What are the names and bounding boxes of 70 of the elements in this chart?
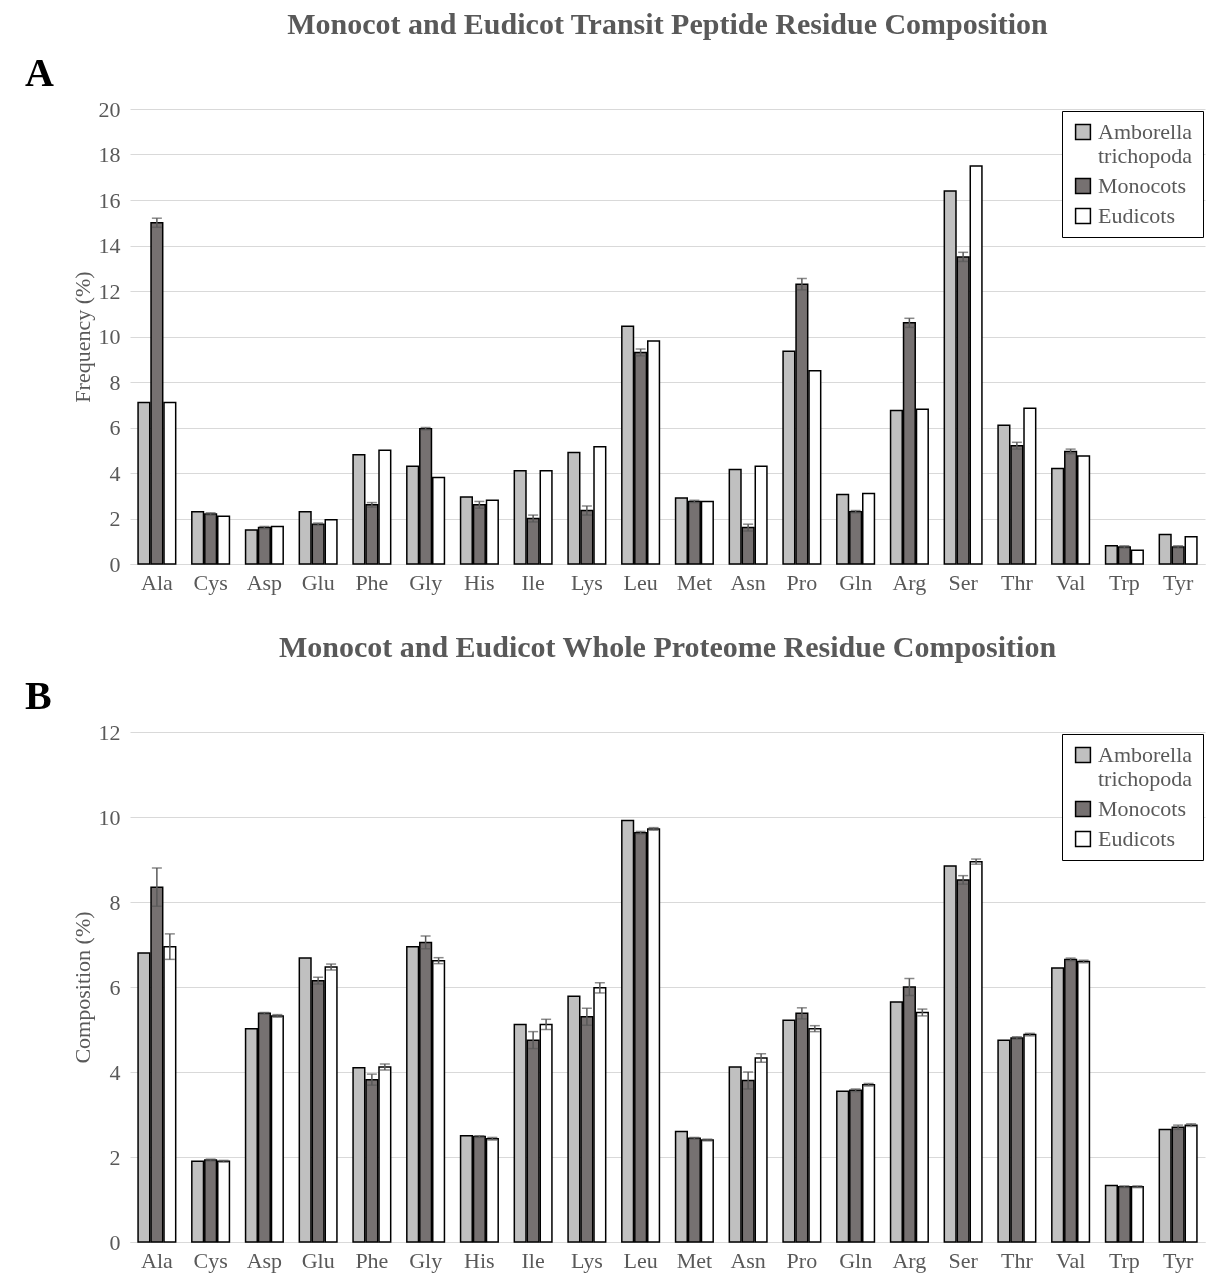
- y-tick-label: 0: [109, 1229, 121, 1255]
- x-tick-label: Ile: [521, 1247, 545, 1273]
- y-tick-label: 4: [109, 460, 121, 486]
- y-tick-label: 2: [109, 1144, 121, 1170]
- y-tick-label: 0: [109, 551, 121, 577]
- x-tick-label: Met: [676, 1247, 713, 1273]
- legend-label: Amborella trichopoda: [1098, 742, 1193, 791]
- x-tick-label: Asn: [730, 1247, 766, 1273]
- x-tick-label: Asp: [246, 1247, 283, 1273]
- y-tick-label: 12: [98, 278, 121, 304]
- x-tick-label: Val: [1055, 1247, 1086, 1273]
- chart-title: Monocot and Eudicot Transit Peptide Residue Composition: [287, 7, 1049, 40]
- x-tick-label: Glu: [301, 569, 335, 595]
- x-tick-label: Thr: [1000, 1247, 1034, 1273]
- y-axis-title: Composition (%): [69, 911, 95, 1064]
- x-tick-label: Phe: [355, 569, 389, 595]
- x-tick-label: Ala: [140, 569, 173, 595]
- x-tick-label: Pro: [786, 569, 818, 595]
- legend-label: Eudicots: [1098, 826, 1175, 851]
- y-tick-label: 20: [98, 96, 121, 122]
- y-axis-title: Frequency (%): [69, 271, 95, 403]
- x-tick-label: Ala: [140, 1247, 173, 1273]
- x-tick-label: Trp: [1108, 569, 1140, 595]
- x-tick-label: Thr: [1000, 569, 1034, 595]
- x-tick-label: Lys: [570, 569, 603, 595]
- x-tick-label: Pro: [786, 1247, 818, 1273]
- y-tick-label: 10: [98, 804, 121, 830]
- x-tick-label: Gln: [839, 569, 873, 595]
- x-tick-label: Cys: [193, 1247, 228, 1273]
- x-tick-label: Glu: [301, 1247, 335, 1273]
- x-tick-label: Leu: [623, 569, 658, 595]
- x-tick-label: Arg: [892, 569, 927, 595]
- x-tick-label: Ile: [521, 569, 545, 595]
- y-tick-label: 6: [109, 415, 121, 440]
- y-tick-label: 16: [98, 187, 121, 213]
- x-tick-label: Val: [1055, 569, 1086, 595]
- y-tick-label: 18: [98, 142, 121, 167]
- x-tick-label: Asp: [246, 569, 283, 595]
- x-tick-label: Gln: [839, 1247, 873, 1273]
- x-tick-label: Met: [676, 569, 713, 595]
- x-tick-label: Arg: [892, 1247, 927, 1273]
- y-tick-label: 6: [109, 974, 121, 1000]
- text: B: [25, 673, 52, 718]
- x-tick-label: Leu: [623, 1247, 658, 1273]
- x-tick-label: Ser: [948, 569, 979, 595]
- y-tick-label: 8: [109, 369, 121, 395]
- x-tick-label: Phe: [355, 1247, 389, 1273]
- x-tick-label: His: [464, 569, 495, 595]
- legend-label: Eudicots: [1098, 203, 1175, 228]
- legend-label: Amborella trichopoda: [1098, 119, 1193, 168]
- x-tick-label: Trp: [1108, 1247, 1140, 1273]
- x-tick-label: Cys: [193, 569, 228, 595]
- legend-label: Monocots: [1098, 173, 1186, 198]
- x-tick-label: Lys: [570, 1247, 603, 1273]
- x-tick-label: Tyr: [1163, 1247, 1194, 1273]
- text: A: [25, 50, 54, 95]
- x-tick-label: Tyr: [1163, 569, 1194, 595]
- y-tick-label: 14: [98, 233, 121, 258]
- y-tick-label: 2: [109, 506, 121, 531]
- y-tick-label: 8: [109, 889, 121, 915]
- legend-label: Monocots: [1098, 796, 1186, 821]
- chart-title: Monocot and Eudicot Whole Proteome Residue Composition: [278, 630, 1057, 663]
- x-tick-label: Gly: [409, 1247, 443, 1273]
- x-tick-label: Ser: [948, 1247, 979, 1273]
- x-tick-label: Asn: [730, 569, 766, 595]
- y-tick-label: 12: [98, 719, 121, 745]
- x-tick-label: Gly: [409, 569, 443, 595]
- y-tick-label: 4: [109, 1059, 121, 1085]
- y-tick-label: 10: [98, 324, 121, 349]
- x-tick-label: His: [464, 1247, 495, 1273]
